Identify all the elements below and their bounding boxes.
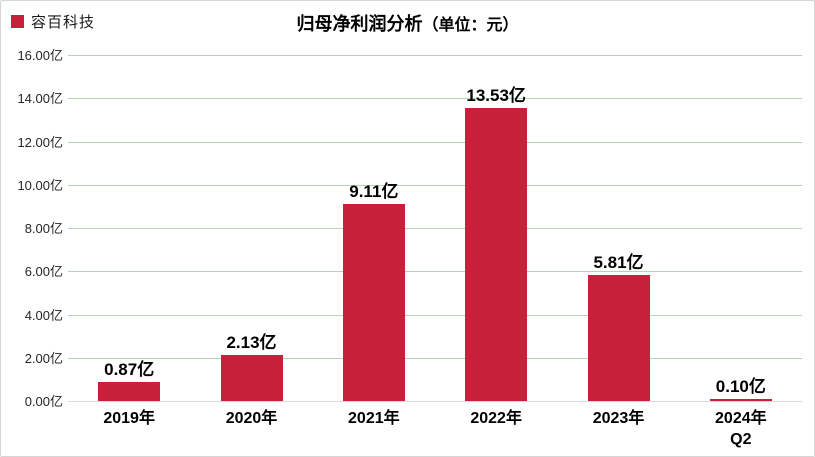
bar-2023年 (587, 275, 650, 401)
x-axis-category-label: 2023年 (592, 410, 645, 427)
gridline (68, 184, 802, 186)
y-axis-tick-label: 8.00亿 (24, 221, 63, 236)
bar-2024年Q2 (709, 398, 772, 401)
legend-color-swatch (11, 15, 24, 28)
bar-2021年 (342, 203, 405, 401)
y-axis-tick-label: 14.00亿 (17, 91, 63, 107)
bar-value-label: 9.11亿 (349, 181, 399, 201)
y-axis-tick-label: 16.00亿 (17, 48, 63, 63)
y-axis-tick-label: 0.00亿 (24, 394, 63, 409)
gridline (68, 55, 802, 56)
y-axis-tick-label: 2.00亿 (24, 350, 63, 366)
y-axis-tick-label: 4.00亿 (24, 307, 63, 323)
gridline (68, 314, 802, 316)
y-axis-tick-label: 10.00亿 (17, 177, 63, 193)
x-axis-category-label: 2022年 (470, 410, 522, 427)
bar-value-label: 0.87亿 (104, 360, 155, 380)
x-axis-category-label: 2021年 (348, 410, 400, 427)
chart-title: 归母净利润分析（单位：元） (1, 10, 814, 36)
bar-2022年 (465, 108, 528, 401)
gridline (68, 357, 802, 359)
gridline (68, 271, 802, 273)
y-axis-tick-label: 6.00亿 (24, 264, 63, 280)
x-axis-line (68, 401, 802, 402)
bar-value-label: 0.10亿 (715, 376, 766, 396)
bar-2020年 (220, 354, 283, 401)
y-axis-tick-label: 12.00亿 (17, 134, 63, 150)
bar-value-label: 5.81亿 (593, 253, 644, 273)
legend-series-label: 容百科技 (31, 14, 96, 31)
chart-title-text: 归母净利润分析 (296, 14, 423, 34)
legend: 容百科技 (11, 11, 95, 32)
x-axis-category-label: 2020年 (225, 410, 278, 427)
x-axis-category-label: 2024年 Q2 (715, 410, 767, 448)
bar-value-label: 2.13亿 (226, 332, 277, 352)
gridline (68, 98, 802, 100)
chart-title-unit: （单位：元） (422, 17, 519, 34)
bar-2019年 (98, 382, 161, 401)
gridline (68, 228, 802, 229)
bar-value-label: 13.53亿 (466, 86, 526, 106)
x-axis-category-label: 2019年 (103, 410, 155, 427)
gridline (68, 141, 802, 143)
